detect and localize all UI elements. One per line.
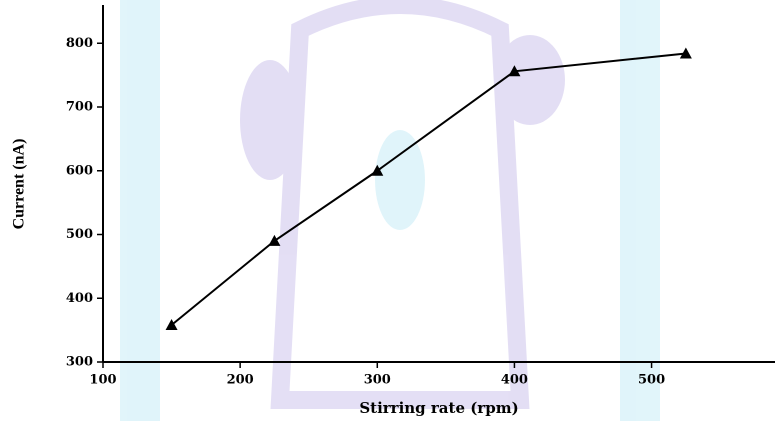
y-tick-label: 400 [66,291,93,306]
y-tick-label: 700 [66,100,93,115]
x-tick-label: 400 [501,373,528,388]
data-point [508,65,521,77]
x-tick-label: 300 [364,373,391,388]
x-tick-label: 500 [638,373,665,388]
y-tick-label: 600 [66,163,93,178]
x-axis-title: Stirring rate (rpm) [359,399,518,417]
data-point [165,319,178,331]
y-tick-label: 500 [66,227,93,242]
watermark [120,0,660,421]
y-axis-title: Current (nA) [11,139,28,230]
x-tick-label: 200 [227,373,254,388]
data-point [371,164,384,176]
x-tick-label: 100 [89,373,116,388]
data-point [268,234,281,246]
data-point [679,47,692,59]
y-tick-label: 300 [66,355,93,370]
y-tick-label: 800 [66,36,93,51]
